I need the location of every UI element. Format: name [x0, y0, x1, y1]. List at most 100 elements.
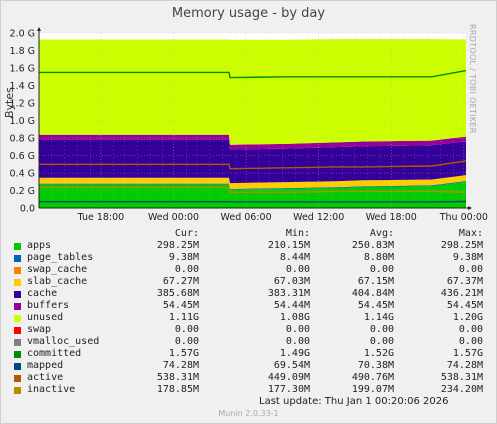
legend-avg: 490.76M	[351, 372, 394, 383]
legend-swatch	[14, 363, 21, 370]
legend-swatch	[14, 351, 21, 358]
last-update: Last update: Thu Jan 1 00:20:06 2026	[259, 396, 449, 407]
y-tick-label: 0.2 G	[10, 186, 36, 197]
x-tick-label: Wed 12:00	[293, 212, 344, 223]
legend-min: 449.09M	[267, 372, 310, 383]
legend-row-vmalloc-used: vmalloc_used 0.00 0.00 0.00 0.00	[0, 336, 497, 348]
legend-cur: 9.38M	[168, 252, 199, 263]
legend-row-unused: unused 1.11G 1.08G 1.14G 1.20G	[0, 312, 497, 324]
rrdtool-credit: RRDTOOL / TOBI OETIKER	[468, 24, 477, 134]
legend-swatch	[14, 279, 21, 286]
legend-row-committed: committed 1.57G 1.49G 1.52G 1.57G	[0, 348, 497, 360]
y-tick-label: 0.0	[20, 204, 35, 215]
legend-label: swap_cache	[27, 264, 88, 275]
legend-max: 0.00	[458, 336, 483, 347]
legend-header-max: Max:	[458, 228, 483, 239]
legend-max: 0.00	[458, 324, 483, 335]
legend-cur: 0.00	[174, 264, 199, 275]
legend-avg: 404.84M	[351, 288, 394, 299]
legend-header-cur: Cur:	[174, 228, 199, 239]
legend-row-swap: swap 0.00 0.00 0.00 0.00	[0, 324, 497, 336]
x-tick-label: Tue 18:00	[77, 212, 125, 223]
x-tick-label: Thu 00:00	[439, 212, 488, 223]
chart-title: Memory usage - by day	[171, 6, 326, 21]
x-tick-label: Wed 06:00	[221, 212, 272, 223]
legend-label: inactive	[27, 384, 76, 395]
y-tick-label: 1.0 G	[10, 116, 36, 127]
legend-header-min: Min:	[285, 228, 310, 239]
y-tick-label: 1.2 G	[10, 99, 36, 110]
legend-min: 1.08G	[279, 312, 310, 323]
y-tick-label: 0.4 G	[10, 169, 36, 180]
legend-cur: 538.31M	[156, 372, 199, 383]
legend-cur: 67.27M	[162, 276, 199, 287]
area-unused	[39, 39, 466, 145]
legend-label: apps	[27, 240, 52, 251]
legend-min: 210.15M	[267, 240, 310, 251]
legend-max: 538.31M	[440, 372, 483, 383]
x-tick-label: Wed 00:00	[148, 212, 199, 223]
legend-cur: 74.28M	[162, 360, 199, 371]
legend-max: 234.20M	[440, 384, 483, 395]
legend-avg: 250.83M	[351, 240, 394, 251]
legend-max: 9.38M	[452, 252, 483, 263]
area-buffers	[39, 134, 466, 150]
legend-label: page_tables	[27, 252, 94, 263]
legend-avg: 199.07M	[351, 384, 394, 395]
legend-label: buffers	[27, 300, 70, 311]
area-slab-cache	[39, 175, 466, 189]
legend-max: 1.20G	[452, 312, 483, 323]
legend-min: 0.00	[285, 336, 310, 347]
legend-row-cache: cache 385.68M 383.31M 404.84M 436.21M	[0, 288, 497, 300]
x-tick-label: Wed 18:00	[366, 212, 417, 223]
legend-avg: 0.00	[369, 264, 394, 275]
legend-label: active	[27, 372, 64, 383]
legend-avg: 1.52G	[363, 348, 394, 359]
munin-version: Munin 2.0.33-1	[218, 409, 279, 418]
legend-cur: 178.85M	[156, 384, 199, 395]
legend-label: mapped	[27, 360, 64, 371]
legend-max: 298.25M	[440, 240, 483, 251]
legend-max: 67.37M	[446, 276, 483, 287]
y-tick-label: 1.8 G	[10, 46, 36, 57]
legend-min: 383.31M	[267, 288, 310, 299]
legend-cur: 0.00	[174, 324, 199, 335]
legend-label: vmalloc_used	[27, 336, 100, 347]
legend-avg: 0.00	[369, 324, 394, 335]
legend-min: 0.00	[285, 264, 310, 275]
legend-row-slab-cache: slab_cache 67.27M 67.03M 67.15M 67.37M	[0, 276, 497, 288]
legend-row-swap-cache: swap_cache 0.00 0.00 0.00 0.00	[0, 264, 497, 276]
line-committed	[39, 69, 467, 79]
legend-min: 0.00	[285, 324, 310, 335]
legend-cur: 1.11G	[168, 312, 199, 323]
y-tick-label: 0.6 G	[10, 151, 36, 162]
legend-swatch	[14, 375, 21, 382]
legend-avg: 70.38M	[357, 360, 394, 371]
legend-max: 436.21M	[440, 288, 483, 299]
legend-row-apps: apps 298.25M 210.15M 250.83M 298.25M	[0, 240, 497, 252]
legend-swatch	[14, 315, 21, 322]
legend-label: cache	[27, 288, 58, 299]
legend-min: 54.44M	[273, 300, 310, 311]
legend-max: 1.57G	[452, 348, 483, 359]
legend-avg: 0.00	[369, 336, 394, 347]
legend-avg: 67.15M	[357, 276, 394, 287]
legend-swatch	[14, 327, 21, 334]
legend-min: 177.30M	[267, 384, 310, 395]
legend-row-buffers: buffers 54.45M 54.44M 54.45M 54.45M	[0, 300, 497, 312]
legend-label: unused	[27, 312, 64, 323]
legend-min: 8.44M	[279, 252, 310, 263]
legend-header-avg: Avg:	[369, 228, 394, 239]
legend-avg: 1.14G	[363, 312, 394, 323]
legend-label: committed	[27, 348, 82, 359]
y-axis-arrow	[37, 27, 41, 31]
legend-cur: 385.68M	[156, 288, 199, 299]
y-tick-label: 0.8 G	[10, 134, 36, 145]
legend-min: 67.03M	[273, 276, 310, 287]
legend-swatch	[14, 387, 21, 394]
legend-max: 0.00	[458, 264, 483, 275]
line-active	[39, 160, 467, 170]
legend-cur: 54.45M	[162, 300, 199, 311]
legend-swatch	[14, 303, 21, 310]
legend-swatch	[14, 267, 21, 274]
